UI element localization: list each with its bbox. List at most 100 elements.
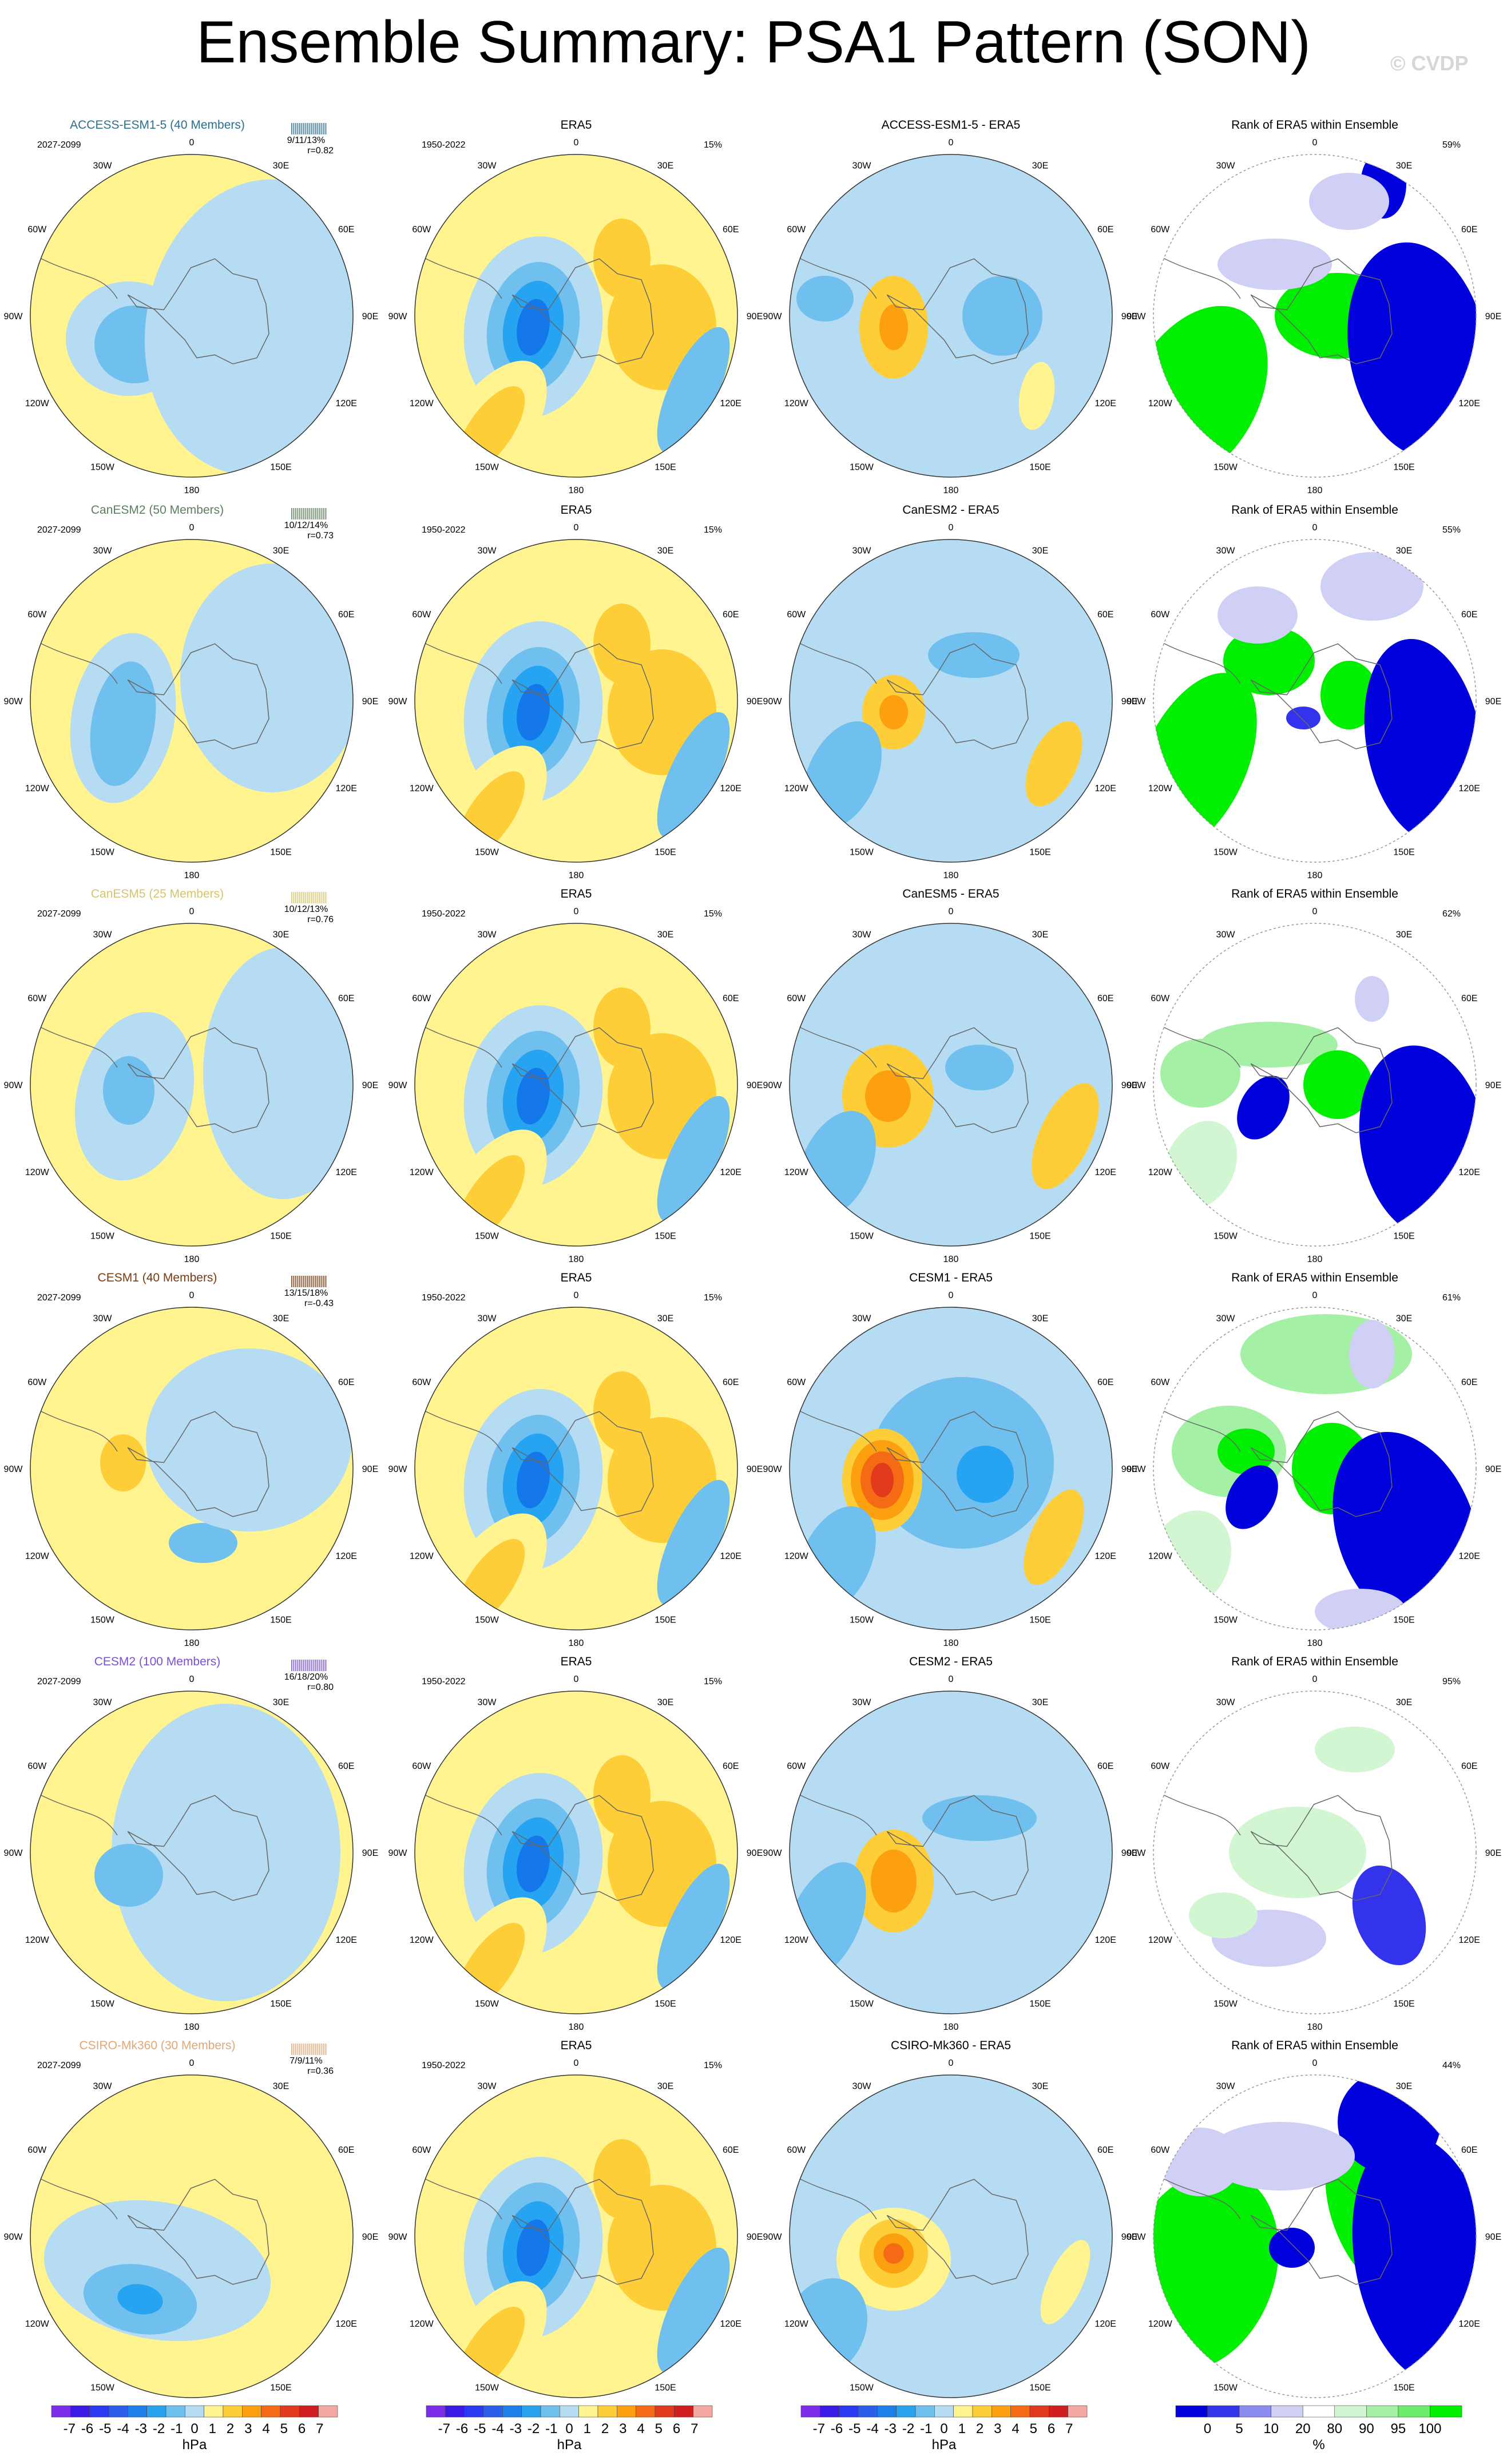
longitude-label: 60W <box>27 994 47 1003</box>
contour-region <box>1303 1050 1372 1119</box>
antarctica-coastline <box>1250 2179 1393 2285</box>
map-border <box>414 2074 738 2398</box>
longitude-label: 0 <box>189 1291 195 1300</box>
longitude-label: 120W <box>784 1552 809 1561</box>
colorbar-cell <box>877 2405 897 2418</box>
longitude-label: 150W <box>850 1231 874 1241</box>
longitude-label: 60E <box>1097 225 1113 235</box>
longitude-label: 150W <box>475 847 499 857</box>
longitude-label: 90W <box>388 697 408 707</box>
contour-region <box>657 1863 730 1990</box>
colorbar-tick-label: 3 <box>244 2421 252 2437</box>
longitude-label: 120E <box>1095 784 1116 793</box>
longitude-label: 90W <box>4 697 23 707</box>
model-years: 2027-2099 <box>37 1293 81 1303</box>
longitude-label: 90W <box>763 1848 783 1858</box>
contour-region <box>796 276 854 322</box>
longitude-label: 60W <box>787 225 806 235</box>
longitude-label: 90W <box>1127 2232 1147 2242</box>
longitude-label: 90E <box>1121 1465 1137 1474</box>
map-border <box>1153 923 1477 1247</box>
longitude-label: 90W <box>388 1465 408 1474</box>
colorbar-tick-label: 2 <box>227 2421 234 2437</box>
antarctica-coastline <box>886 643 1029 749</box>
longitude-label: 150E <box>655 1615 676 1625</box>
longitude-label: 60W <box>27 2145 47 2155</box>
longitude-label: 0 <box>1312 523 1318 533</box>
longitude-label: 90E <box>1121 312 1137 322</box>
colorbar-cell <box>1068 2405 1088 2418</box>
longitude-label: 90W <box>763 312 783 322</box>
contour-region <box>1226 1465 1278 1529</box>
longitude-label: 90E <box>1121 697 1137 707</box>
longitude-label: 30W <box>478 930 497 940</box>
contour-region <box>103 1056 154 1125</box>
colorbar-tick-label: -1 <box>920 2421 932 2437</box>
longitude-label: 150E <box>1029 847 1050 857</box>
longitude-label: 150W <box>90 847 115 857</box>
colorbar-tick-label: -2 <box>528 2421 540 2437</box>
contour-region <box>517 299 550 356</box>
longitude-label: 150E <box>655 847 676 857</box>
longitude-label: 150W <box>475 462 499 472</box>
map-border <box>30 2074 354 2398</box>
colorbar-tick-label: 90 <box>1359 2421 1374 2437</box>
colorbar-tick-label: -2 <box>902 2421 914 2437</box>
longitude-label: 0 <box>1312 1291 1318 1300</box>
contour-region <box>657 327 730 454</box>
colorbar-cell <box>1010 2405 1030 2418</box>
panel-rank-row3: 0 30E 60E 90E 120E 150E 180 150W 120W 90W 60W 30W Ra… <box>1127 1271 1502 1648</box>
map-border <box>789 923 1113 1247</box>
longitude-label: 30E <box>1032 161 1048 171</box>
contour-region <box>1218 239 1332 290</box>
longitude-label: 120E <box>720 1168 741 1177</box>
colorbar-tick-label: -3 <box>885 2421 897 2437</box>
longitude-label: 180 <box>569 1638 584 1648</box>
pattern-correlation: r=0.36 <box>307 2066 334 2076</box>
colorbar-units: % <box>1312 2437 1324 2453</box>
contour-region <box>1025 721 1082 807</box>
longitude-label: 30W <box>1216 2082 1236 2092</box>
longitude-label: 0 <box>574 1291 579 1300</box>
longitude-label: 90E <box>362 1081 378 1090</box>
contour-region <box>879 304 908 350</box>
longitude-label: 60W <box>787 994 806 1003</box>
longitude-label: 60W <box>412 610 431 620</box>
longitude-label: 60E <box>723 1761 739 1771</box>
longitude-label: 180 <box>184 2022 200 2032</box>
panel-diff-row3: 0 30E 60E 90E 120E 150E 180 150W 120W 90W 60W 30W CE… <box>763 1271 1138 1648</box>
longitude-label: 30E <box>1032 1314 1048 1324</box>
longitude-label: 120E <box>336 2319 357 2329</box>
colorbar-cell <box>693 2405 713 2418</box>
longitude-label: 180 <box>569 486 584 495</box>
contour-region <box>1018 362 1055 430</box>
longitude-label: 120W <box>410 399 434 408</box>
longitude-label: 30E <box>657 1314 673 1324</box>
colorbar-cell <box>280 2405 300 2418</box>
contour-region <box>100 1434 146 1491</box>
longitude-label: 120W <box>1148 1552 1173 1561</box>
contour-region <box>517 2219 550 2276</box>
longitude-label: 90E <box>362 2232 378 2242</box>
longitude-label: 60W <box>1151 994 1170 1003</box>
panel-diff-row1: 0 30E 60E 90E 120E 150E 180 150W 120W 90W 60W 30W Ca… <box>763 503 1138 880</box>
longitude-label: 150E <box>270 462 291 472</box>
contour-region <box>517 1835 550 1892</box>
longitude-label: 30E <box>273 1698 289 1708</box>
panel-model-row5: 030E60E90E120E150E180150W120W90W60W30WCS… <box>4 2039 379 2416</box>
longitude-label: 30W <box>93 930 113 940</box>
contour-region <box>1218 1429 1275 1474</box>
obs-title: ERA5 <box>561 887 592 900</box>
longitude-label: 60E <box>1097 610 1113 620</box>
longitude-label: 90E <box>1485 1081 1501 1090</box>
longitude-label: 90W <box>388 1081 408 1090</box>
longitude-label: 0 <box>189 1675 195 1684</box>
colorbar-cell <box>318 2405 338 2418</box>
longitude-label: 150W <box>850 1615 874 1625</box>
longitude-label: 30W <box>852 2082 872 2092</box>
panel-rank-row2: 0 30E 60E 90E 120E 150E 180 150W 120W 90W 60W 30W Ra… <box>1127 887 1502 1264</box>
colorbar-cell <box>1302 2405 1335 2418</box>
colorbar-tick-label: 0 <box>940 2421 947 2437</box>
longitude-label: 180 <box>1307 486 1323 495</box>
colorbar-tick-label: 5 <box>1030 2421 1037 2437</box>
